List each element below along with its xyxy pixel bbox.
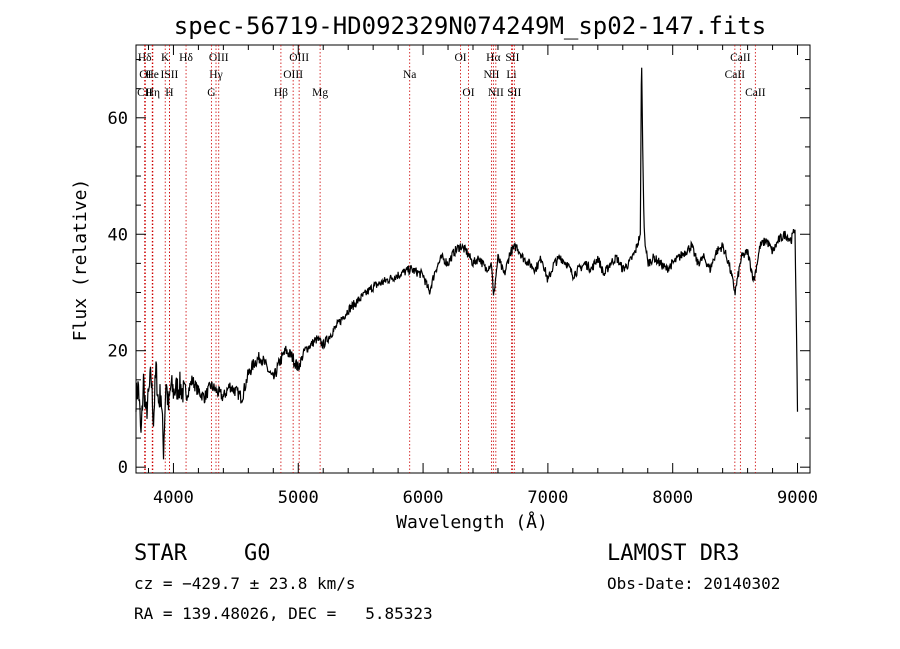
x-tick-label: 4000 <box>153 488 194 508</box>
survey-label: LAMOST DR3 <box>607 541 739 566</box>
marker-label: CaII <box>745 87 766 99</box>
marker-label: Na <box>403 69 416 81</box>
marker-label: Mg <box>312 87 328 99</box>
marker-label: Hδ <box>179 52 193 64</box>
marker-label: SII <box>505 52 519 64</box>
marker-label: SII <box>507 87 521 99</box>
marker-label: Hβ <box>274 87 288 99</box>
x-tick-label: 6000 <box>403 488 444 508</box>
x-tick-label: 8000 <box>652 488 693 508</box>
x-tick-label: 5000 <box>278 488 319 508</box>
y-tick-label: 20 <box>108 342 128 362</box>
marker-label: Hη <box>146 87 160 99</box>
marker-label: H <box>165 87 173 99</box>
coordinates: RA = 139.48026, DEC = 5.85323 <box>134 604 433 623</box>
marker-label: CaII <box>730 52 751 64</box>
marker-label: OI <box>454 52 466 64</box>
x-tick-label: 9000 <box>777 488 818 508</box>
x-axis-label: Wavelength (Å) <box>396 511 548 533</box>
marker-label: Li <box>506 69 516 81</box>
object-class: STAR <box>134 541 188 566</box>
object-subclass: G0 <box>244 541 271 566</box>
y-tick-label: 0 <box>118 458 128 478</box>
marker-label: G <box>207 87 215 99</box>
marker-label: K <box>161 52 170 64</box>
marker-label: Hα <box>486 52 500 64</box>
marker-label: OIII <box>289 52 309 64</box>
marker-label: ISII <box>161 69 179 81</box>
marker-label: Hγ <box>209 69 222 81</box>
marker-label: NII <box>488 87 504 99</box>
marker-label: He <box>146 69 159 81</box>
plot-frame <box>135 44 811 474</box>
y-tick-label: 60 <box>108 109 128 129</box>
chart-title: spec-56719-HD092329N074249M_sp02-147.fit… <box>174 12 766 40</box>
y-tick-label: 40 <box>108 225 128 245</box>
marker-label: OIII <box>209 52 229 64</box>
marker-label: CII <box>137 87 153 99</box>
axis-ticks: 4000 5000 6000 7000 8000 9000 0 20 40 60 <box>108 45 818 508</box>
redshift-cz: cz = −429.7 ± 23.8 km/s <box>134 574 356 593</box>
spectrum-line <box>135 67 799 460</box>
marker-label: CaII <box>725 69 746 81</box>
marker-label: NII <box>483 69 499 81</box>
marker-label: OIII <box>283 69 303 81</box>
marker-label: OI <box>462 87 474 99</box>
obs-date: Obs-Date: 20140302 <box>607 574 780 593</box>
y-axis-label: Flux (relative) <box>70 179 91 342</box>
line-markers: Hδ OI CII He Hη K ISII H Hδ OIII Hγ G OIII OIII Hβ Mg Na… <box>137 45 766 473</box>
marker-label: Hδ <box>138 52 152 64</box>
marker-label: OI <box>139 69 151 81</box>
x-tick-label: 7000 <box>527 488 568 508</box>
